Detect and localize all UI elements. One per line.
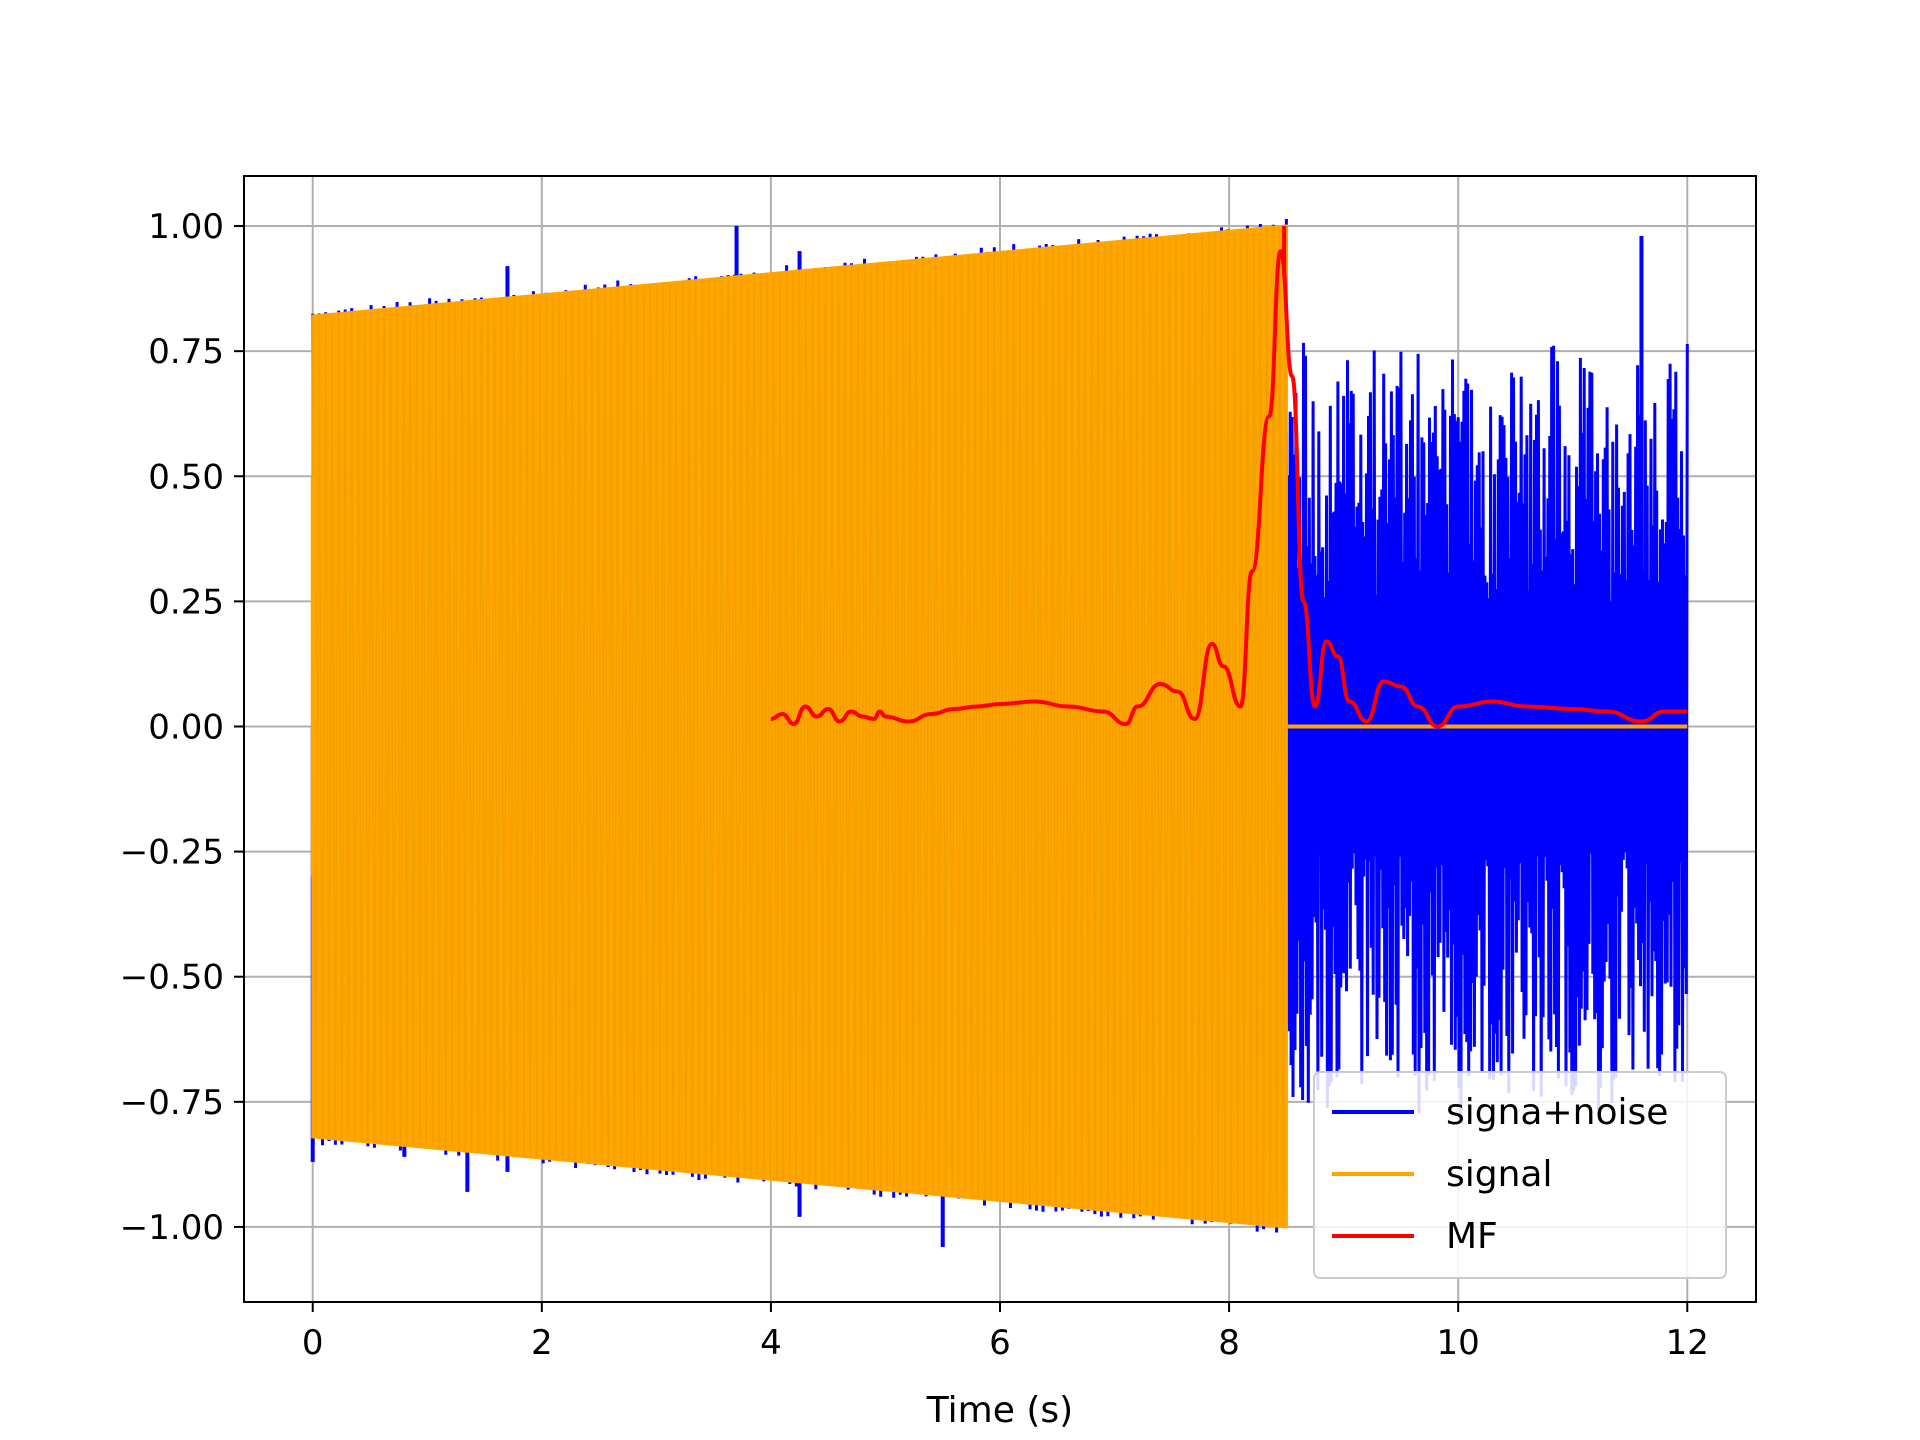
y-tick-label: −0.25 xyxy=(120,833,224,873)
axes-frame xyxy=(243,175,1757,1303)
y-tick-label: 1.00 xyxy=(148,207,224,247)
x-tick-label: 10 xyxy=(1437,1323,1480,1363)
y-tick-label: −0.75 xyxy=(120,1083,224,1123)
x-axis-label: Time (s) xyxy=(926,1390,1073,1431)
x-tick-label: 12 xyxy=(1666,1323,1709,1363)
y-tick-label: 0.75 xyxy=(148,332,224,372)
legend-label: MF xyxy=(1446,1216,1498,1257)
ticks: 0 2 4 6 8 10 12 1.00 0.75 0.50 0.25 0.00 −0.25 −0.50 −… xyxy=(120,207,1709,1363)
legend-label: signal xyxy=(1446,1154,1553,1195)
y-tick-label: −1.00 xyxy=(120,1208,224,1248)
x-tick-label: 0 xyxy=(302,1323,324,1363)
x-tick-label: 8 xyxy=(1218,1323,1240,1363)
legend: signa+noise signal MF xyxy=(1313,1071,1727,1279)
mf-line xyxy=(770,249,1688,729)
y-tick-label: 0.25 xyxy=(148,582,224,622)
plot-area xyxy=(310,218,1689,1247)
legend-box xyxy=(1313,1071,1727,1279)
y-tick-label: −0.50 xyxy=(120,958,224,998)
x-tick-label: 6 xyxy=(989,1323,1011,1363)
legend-label: signa+noise xyxy=(1446,1092,1668,1133)
y-tick-label: 0.00 xyxy=(148,707,224,747)
x-tick-label: 4 xyxy=(760,1323,782,1363)
x-tick-label: 2 xyxy=(531,1323,553,1363)
signal-noise-noise-line xyxy=(1284,342,1689,1115)
y-tick-label: 0.50 xyxy=(148,457,224,497)
signal-chirp-line xyxy=(312,225,1287,1227)
